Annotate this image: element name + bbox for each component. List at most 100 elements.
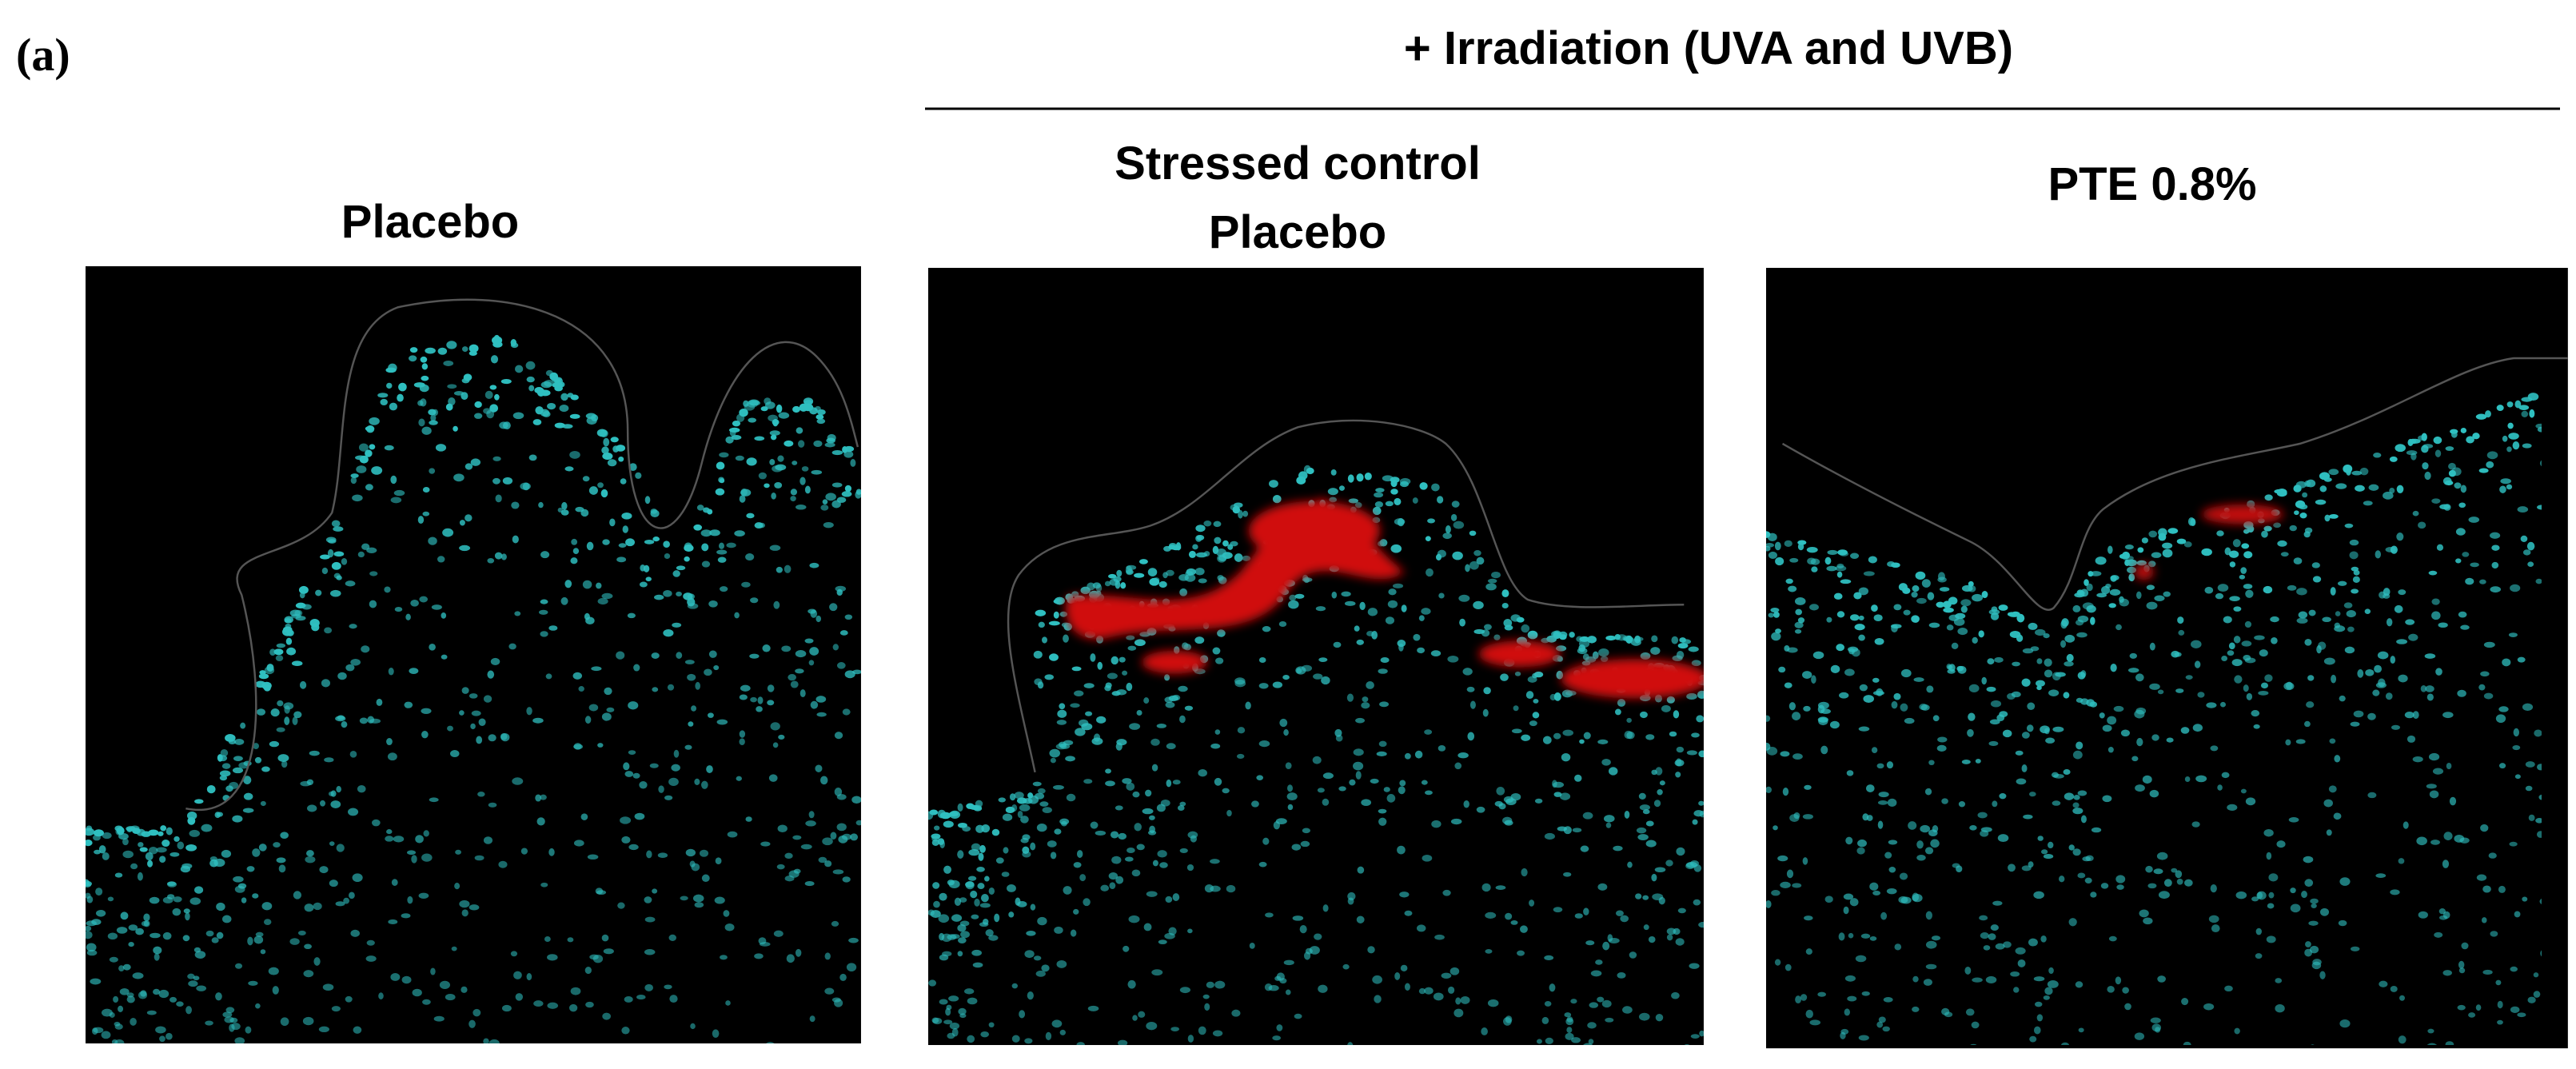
nucleus (796, 427, 804, 434)
nucleus (1651, 873, 1657, 882)
nucleus (2534, 729, 2542, 737)
nucleus (810, 609, 818, 618)
nucleus (2091, 827, 2102, 833)
nucleus (1450, 513, 1457, 521)
nucleus (1817, 704, 1825, 714)
nucleus (1650, 647, 1661, 655)
nucleus (86, 839, 93, 847)
nucleus (769, 430, 780, 436)
nucleus (1151, 764, 1158, 772)
nucleus (800, 689, 806, 698)
nucleus (1127, 848, 1135, 853)
nucleus (1521, 868, 1528, 877)
nucleus (532, 419, 542, 425)
nucleus (1996, 714, 2005, 721)
nucleus (1118, 832, 1127, 840)
nucleus (819, 776, 828, 785)
nucleus (636, 994, 646, 1000)
nucleus (844, 670, 855, 679)
nucleus (2033, 891, 2044, 899)
nucleus (836, 662, 846, 669)
nucleus (2398, 589, 2407, 596)
nucleus (421, 853, 433, 862)
nucleus (1374, 995, 1382, 1003)
nucleus (1511, 728, 1522, 734)
nucleus (624, 996, 633, 1003)
nucleus (2002, 729, 2012, 738)
nucleus (417, 516, 425, 525)
nucleus (2208, 915, 2219, 923)
nucleus (1923, 979, 1932, 986)
nucleus (118, 1005, 124, 1012)
nucleus (2433, 436, 2442, 445)
nucleus (591, 414, 599, 421)
nucleus (2398, 858, 2405, 864)
nucleus (394, 607, 403, 612)
nucleus (2271, 636, 2278, 644)
nucleus (1686, 750, 1697, 756)
nucleus (559, 405, 569, 413)
nucleus (512, 535, 519, 544)
nucleus (1626, 717, 1632, 724)
nucleus (1131, 869, 1141, 877)
nucleus (2090, 616, 2095, 625)
nucleus (1969, 825, 1977, 831)
nucleus (1544, 1000, 1552, 1007)
nucleus (2491, 561, 2499, 569)
nucleus (830, 832, 837, 840)
nucleus (628, 463, 637, 472)
nucleus (1422, 855, 1433, 862)
nucleus (957, 822, 967, 828)
nucleus (561, 501, 568, 510)
nucleus (1871, 747, 1878, 754)
nucleus (1961, 584, 1973, 592)
nucleus (2131, 756, 2139, 762)
nucleus (757, 696, 764, 704)
nucleus (1859, 684, 1868, 692)
nucleus (1900, 896, 1912, 904)
nucleus (1198, 768, 1207, 777)
nucleus (966, 803, 975, 809)
nucleus (672, 570, 680, 577)
nucleus (1022, 846, 1030, 855)
nucleus (1614, 634, 1621, 640)
nucleus (2374, 664, 2383, 673)
nucleus (949, 1022, 960, 1030)
nucleus (1056, 959, 1067, 968)
nucleus (1001, 872, 1010, 877)
nucleus (1385, 501, 1394, 507)
nucleus (138, 842, 144, 848)
nucleus (93, 829, 105, 837)
nucleus (1975, 759, 1981, 764)
nucleus (582, 476, 590, 482)
nucleus (259, 670, 266, 675)
nucleus (1671, 991, 1680, 999)
nucleus (1026, 930, 1036, 936)
nucleus (684, 660, 695, 664)
nucleus (2240, 788, 2247, 794)
nucleus (1179, 588, 1188, 596)
nucleus (1903, 609, 1911, 616)
nucleus (767, 700, 775, 706)
nucleus (1066, 793, 1076, 802)
nucleus (1927, 592, 1935, 600)
nucleus (2254, 635, 2265, 640)
nucleus (1972, 636, 1978, 644)
nucleus (1671, 636, 1679, 644)
nucleus (1642, 809, 1650, 815)
nucleus (720, 586, 728, 592)
nucleus (2146, 584, 2155, 590)
nucleus (2351, 470, 2363, 476)
nucleus (1616, 910, 1624, 916)
nucleus (754, 436, 765, 441)
nucleus (489, 385, 497, 390)
nucleus (1583, 1043, 1593, 1046)
nucleus (2426, 1043, 2437, 1046)
nucleus (2328, 469, 2339, 476)
nucleus (774, 482, 783, 489)
nucleus (1780, 751, 1790, 757)
nucleus (1447, 655, 1459, 663)
nucleus (1397, 517, 1405, 527)
nucleus (2355, 485, 2365, 492)
nucleus (1353, 761, 1364, 771)
